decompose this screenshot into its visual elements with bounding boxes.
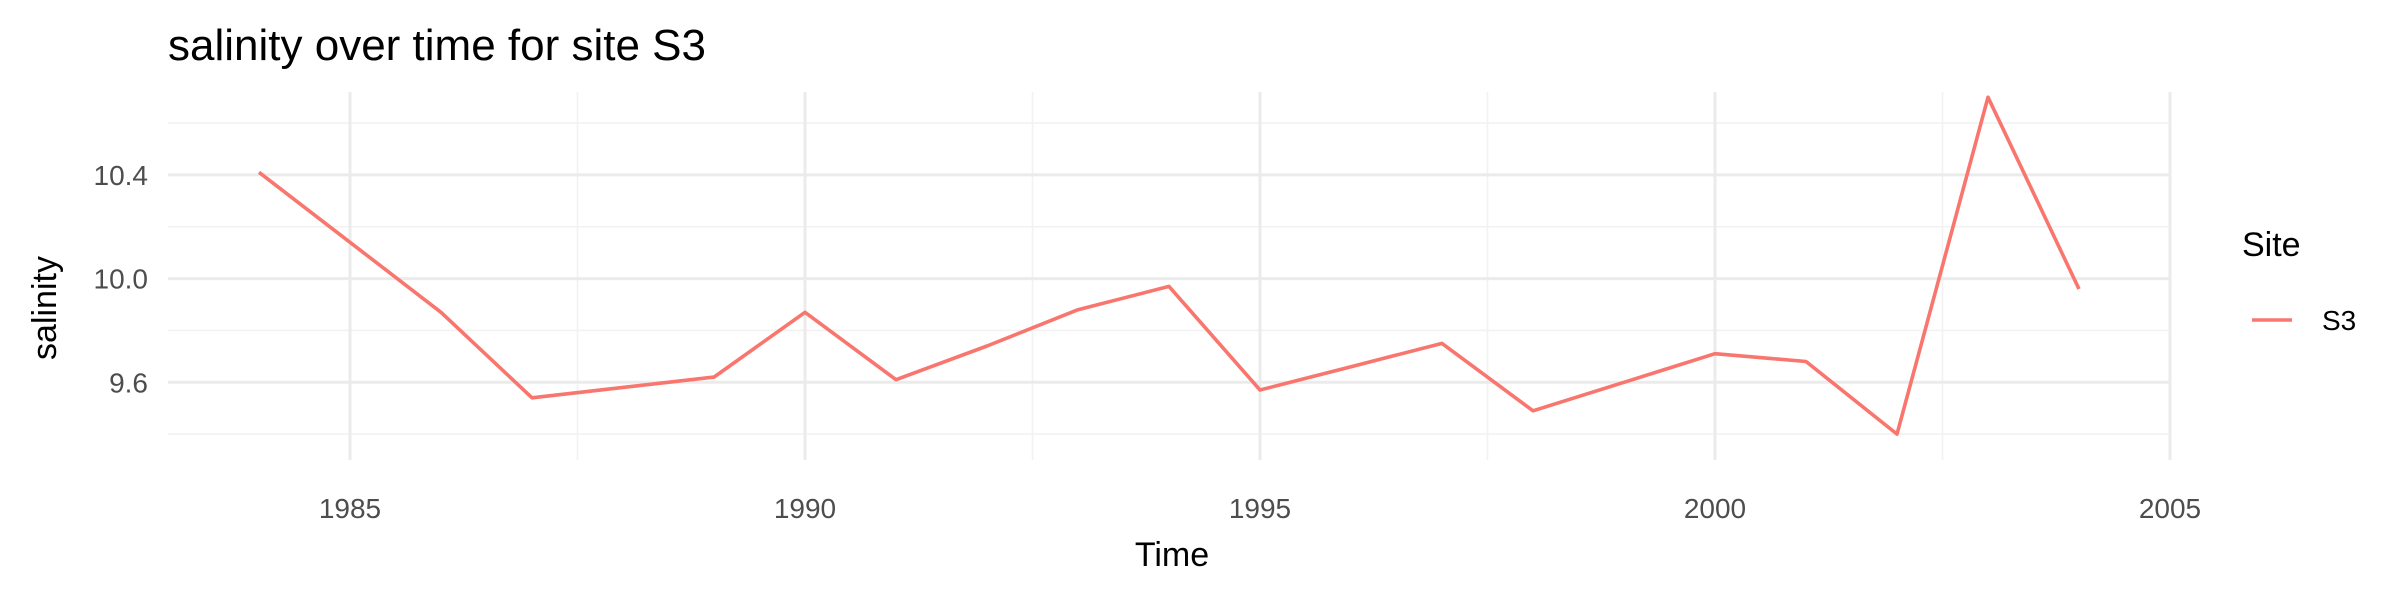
legend: Site S3 [2242,226,2356,336]
x-axis-tick-labels: 1985 1990 1995 2000 2005 [319,493,2201,524]
series-layer [257,95,2081,436]
chart-title: salinity over time for site S3 [168,21,706,70]
y-tick-label: 10.4 [94,160,149,191]
y-tick-label: 10.0 [94,264,149,295]
y-axis-tick-labels: 9.6 10.0 10.4 [94,160,149,398]
x-tick-label: 1990 [774,493,836,524]
y-tick-label: 9.6 [109,367,148,398]
x-tick-label: 1985 [319,493,381,524]
minor-gridlines [168,92,2170,460]
legend-title: Site [2242,226,2301,264]
x-axis-title: Time [1135,536,1209,574]
series-line-s3 [257,95,2081,436]
legend-label-s3: S3 [2322,305,2356,336]
major-gridlines [168,92,2172,460]
x-tick-label: 2000 [1684,493,1746,524]
y-axis-title: salinity [26,256,64,360]
x-tick-label: 1995 [1229,493,1291,524]
x-tick-label: 2005 [2139,493,2201,524]
legend-items: S3 [2252,305,2356,336]
